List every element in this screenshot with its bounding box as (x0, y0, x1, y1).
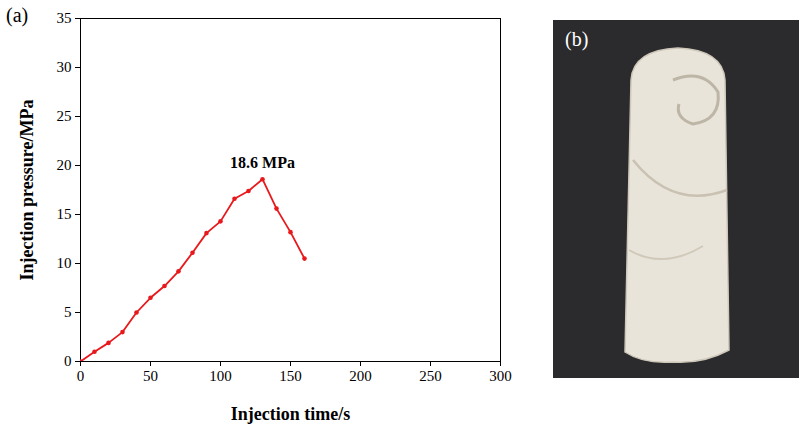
svg-text:0: 0 (77, 368, 85, 384)
svg-text:30: 30 (57, 59, 72, 75)
svg-text:0: 0 (64, 353, 72, 369)
svg-text:Injection time/s: Injection time/s (231, 404, 350, 424)
svg-text:250: 250 (419, 368, 442, 384)
svg-text:10: 10 (57, 255, 72, 271)
html-text:(a): (a) (6, 4, 29, 26)
svg-text:25: 25 (57, 108, 72, 124)
svg-text:20: 20 (57, 157, 72, 173)
svg-text:200: 200 (349, 368, 372, 384)
svg-text:18.6 MPa: 18.6 MPa (230, 154, 295, 171)
svg-text:100: 100 (209, 368, 232, 384)
svg-text:300: 300 (489, 368, 512, 384)
html-text:(b): (b) (565, 28, 589, 50)
svg-text:15: 15 (57, 206, 72, 222)
svg-text:Injection pressure/MPa: Injection pressure/MPa (17, 100, 37, 281)
svg-text:5: 5 (64, 304, 72, 320)
svg-text:50: 50 (143, 368, 158, 384)
svg-text:35: 35 (57, 10, 72, 26)
svg-text:150: 150 (279, 368, 302, 384)
